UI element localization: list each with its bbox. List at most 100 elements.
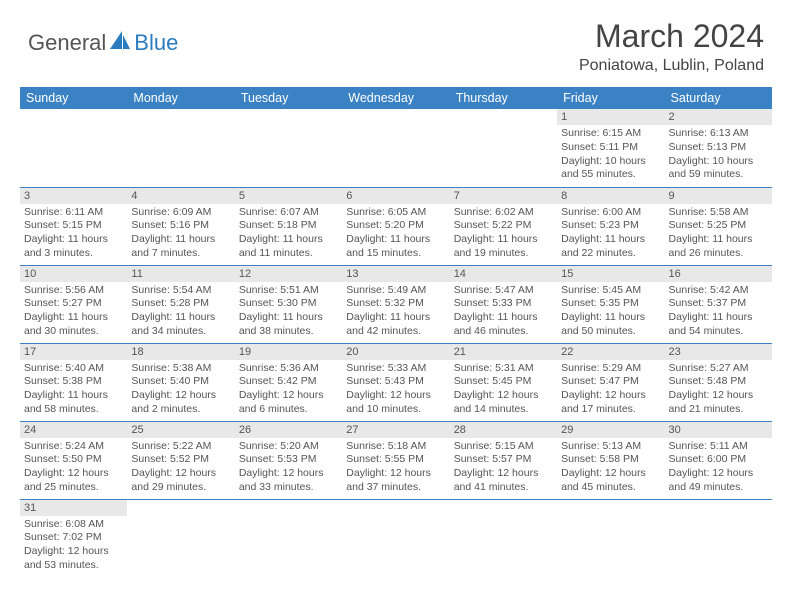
daylight-text: Daylight: 11 hours and 7 minutes. [131, 233, 230, 260]
sunrise-text: Sunrise: 6:00 AM [561, 206, 660, 220]
day-number: 18 [127, 344, 234, 360]
logo: General Blue [28, 30, 178, 56]
weekday-header: Friday [557, 87, 664, 109]
day-number: 13 [342, 266, 449, 282]
daylight-text: Daylight: 12 hours and 33 minutes. [239, 467, 338, 494]
sunset-text: Sunset: 5:52 PM [131, 453, 230, 467]
sunrise-text: Sunrise: 5:49 AM [346, 284, 445, 298]
day-content: Sunrise: 5:38 AMSunset: 5:40 PMDaylight:… [131, 362, 230, 417]
weekday-header: Saturday [665, 87, 772, 109]
sunrise-text: Sunrise: 6:15 AM [561, 127, 660, 141]
day-content: Sunrise: 6:09 AMSunset: 5:16 PMDaylight:… [131, 206, 230, 261]
calendar-header-row: SundayMondayTuesdayWednesdayThursdayFrid… [20, 87, 772, 109]
day-content: Sunrise: 5:56 AMSunset: 5:27 PMDaylight:… [24, 284, 123, 339]
day-number: 30 [665, 422, 772, 438]
day-number: 8 [557, 188, 664, 204]
daylight-text: Daylight: 12 hours and 49 minutes. [669, 467, 768, 494]
calendar-cell: 7Sunrise: 6:02 AMSunset: 5:22 PMDaylight… [450, 187, 557, 265]
sunset-text: Sunset: 5:47 PM [561, 375, 660, 389]
sunrise-text: Sunrise: 5:45 AM [561, 284, 660, 298]
sail-icon [110, 31, 130, 49]
day-content: Sunrise: 5:20 AMSunset: 5:53 PMDaylight:… [239, 440, 338, 495]
day-number: 10 [20, 266, 127, 282]
daylight-text: Daylight: 12 hours and 2 minutes. [131, 389, 230, 416]
sunset-text: Sunset: 5:23 PM [561, 219, 660, 233]
daylight-text: Daylight: 12 hours and 10 minutes. [346, 389, 445, 416]
daylight-text: Daylight: 12 hours and 29 minutes. [131, 467, 230, 494]
day-number: 6 [342, 188, 449, 204]
calendar-cell: 1Sunrise: 6:15 AMSunset: 5:11 PMDaylight… [557, 109, 664, 187]
day-content: Sunrise: 5:51 AMSunset: 5:30 PMDaylight:… [239, 284, 338, 339]
calendar-cell: 30 Sunrise: 5:11 AMSunset: 6:00 PMDayligh… [665, 421, 772, 499]
sunset-text: Sunset: 5:37 PM [669, 297, 768, 311]
daylight-text: Daylight: 12 hours and 21 minutes. [669, 389, 768, 416]
sunrise-text: Sunrise: 5:27 AM [669, 362, 768, 376]
sunset-text: Sunset: 6:00 PM [669, 453, 768, 467]
day-content: Sunrise: 5:45 AMSunset: 5:35 PMDaylight:… [561, 284, 660, 339]
day-number: 7 [450, 188, 557, 204]
sunrise-text: Sunrise: 5:20 AM [239, 440, 338, 454]
calendar-cell: 22Sunrise: 5:29 AMSunset: 5:47 PMDayligh… [557, 343, 664, 421]
day-number: 25 [127, 422, 234, 438]
daylight-text: Daylight: 11 hours and 30 minutes. [24, 311, 123, 338]
sunset-text: Sunset: 5:30 PM [239, 297, 338, 311]
sunrise-text: Sunrise: 5:38 AM [131, 362, 230, 376]
daylight-text: Daylight: 11 hours and 42 minutes. [346, 311, 445, 338]
calendar-cell: 29Sunrise: 5:13 AMSunset: 5:58 PMDayligh… [557, 421, 664, 499]
sunrise-text: Sunrise: 5:22 AM [131, 440, 230, 454]
sunset-text: Sunset: 5:42 PM [239, 375, 338, 389]
daylight-text: Daylight: 11 hours and 3 minutes. [24, 233, 123, 260]
day-content: Sunrise: 5:22 AMSunset: 5:52 PMDaylight:… [131, 440, 230, 495]
sunset-text: Sunset: 5:53 PM [239, 453, 338, 467]
day-number: 14 [450, 266, 557, 282]
sunrise-text: Sunrise: 6:07 AM [239, 206, 338, 220]
sunset-text: Sunset: 5:22 PM [454, 219, 553, 233]
sunset-text: Sunset: 5:13 PM [669, 141, 768, 155]
sunrise-text: Sunrise: 5:56 AM [24, 284, 123, 298]
sunset-text: Sunset: 5:40 PM [131, 375, 230, 389]
day-content: Sunrise: 5:13 AMSunset: 5:58 PMDaylight:… [561, 440, 660, 495]
daylight-text: Daylight: 12 hours and 17 minutes. [561, 389, 660, 416]
calendar-cell [342, 109, 449, 187]
sunrise-text: Sunrise: 5:31 AM [454, 362, 553, 376]
sunset-text: Sunset: 5:16 PM [131, 219, 230, 233]
sunrise-text: Sunrise: 5:47 AM [454, 284, 553, 298]
day-number: 21 [450, 344, 557, 360]
calendar-cell [127, 499, 234, 577]
calendar-cell: 13 Sunrise: 5:49 AMSunset: 5:32 PMDayligh… [342, 265, 449, 343]
sunrise-text: Sunrise: 6:09 AM [131, 206, 230, 220]
calendar-cell [127, 109, 234, 187]
calendar-cell: 23Sunrise: 5:27 AMSunset: 5:48 PMDayligh… [665, 343, 772, 421]
calendar-cell: 16Sunrise: 5:42 AMSunset: 5:37 PMDayligh… [665, 265, 772, 343]
daylight-text: Daylight: 12 hours and 53 minutes. [24, 545, 123, 572]
day-number: 20 [342, 344, 449, 360]
day-number: 2 [665, 109, 772, 125]
day-content: Sunrise: 5:29 AMSunset: 5:47 PMDaylight:… [561, 362, 660, 417]
calendar-cell [450, 499, 557, 577]
day-content: Sunrise: 5:49 AMSunset: 5:32 PMDaylight:… [346, 284, 445, 339]
sunrise-text: Sunrise: 5:24 AM [24, 440, 123, 454]
sunset-text: Sunset: 5:48 PM [669, 375, 768, 389]
calendar-cell: 18 Sunrise: 5:38 AMSunset: 5:40 PMDayligh… [127, 343, 234, 421]
sunset-text: Sunset: 5:58 PM [561, 453, 660, 467]
calendar-cell: 12Sunrise: 5:51 AMSunset: 5:30 PMDayligh… [235, 265, 342, 343]
day-content: Sunrise: 5:42 AMSunset: 5:37 PMDaylight:… [669, 284, 768, 339]
day-number: 26 [235, 422, 342, 438]
day-number: 5 [235, 188, 342, 204]
day-content: Sunrise: 5:58 AMSunset: 5:25 PMDaylight:… [669, 206, 768, 261]
sunrise-text: Sunrise: 6:02 AM [454, 206, 553, 220]
calendar-cell: 6Sunrise: 6:05 AMSunset: 5:20 PMDaylight… [342, 187, 449, 265]
weekday-header: Thursday [450, 87, 557, 109]
sunset-text: Sunset: 5:38 PM [24, 375, 123, 389]
sunrise-text: Sunrise: 6:05 AM [346, 206, 445, 220]
calendar-cell: 4Sunrise: 6:09 AMSunset: 5:16 PMDaylight… [127, 187, 234, 265]
daylight-text: Daylight: 11 hours and 46 minutes. [454, 311, 553, 338]
day-content: Sunrise: 5:31 AMSunset: 5:45 PMDaylight:… [454, 362, 553, 417]
daylight-text: Daylight: 11 hours and 38 minutes. [239, 311, 338, 338]
day-content: Sunrise: 5:15 AMSunset: 5:57 PMDaylight:… [454, 440, 553, 495]
sunrise-text: Sunrise: 5:11 AM [669, 440, 768, 454]
sunset-text: Sunset: 5:20 PM [346, 219, 445, 233]
sunrise-text: Sunrise: 5:42 AM [669, 284, 768, 298]
day-number: 1 [557, 109, 664, 125]
calendar-cell: 5Sunrise: 6:07 AMSunset: 5:18 PMDaylight… [235, 187, 342, 265]
